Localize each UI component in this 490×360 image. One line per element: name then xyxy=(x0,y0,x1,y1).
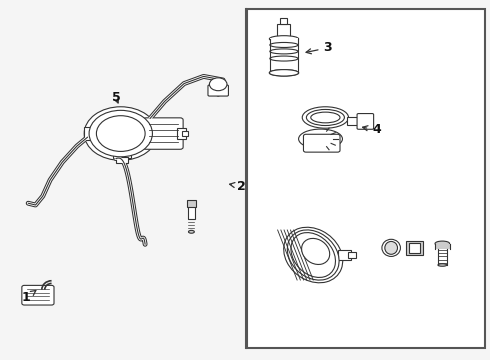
FancyBboxPatch shape xyxy=(208,85,228,96)
Ellipse shape xyxy=(270,69,298,76)
Bar xyxy=(270,38,298,73)
Bar xyxy=(338,249,351,260)
Ellipse shape xyxy=(435,241,450,246)
Bar xyxy=(114,152,130,158)
Circle shape xyxy=(89,111,152,157)
FancyBboxPatch shape xyxy=(357,113,374,129)
Ellipse shape xyxy=(284,227,343,283)
Ellipse shape xyxy=(382,239,400,256)
Circle shape xyxy=(84,107,157,160)
Bar xyxy=(188,206,196,219)
Bar xyxy=(116,157,127,163)
Bar xyxy=(84,127,97,140)
Bar xyxy=(182,131,188,136)
FancyBboxPatch shape xyxy=(143,118,183,149)
Bar xyxy=(435,244,450,249)
FancyBboxPatch shape xyxy=(22,285,54,305)
Bar xyxy=(409,243,420,252)
Ellipse shape xyxy=(306,109,344,126)
Circle shape xyxy=(209,78,227,91)
Bar xyxy=(406,241,423,255)
Bar xyxy=(280,18,287,24)
Text: 1: 1 xyxy=(22,291,36,305)
Text: 2: 2 xyxy=(230,180,245,193)
Ellipse shape xyxy=(287,230,339,280)
Ellipse shape xyxy=(385,242,397,254)
Bar xyxy=(277,24,290,39)
Ellipse shape xyxy=(311,112,340,123)
Text: 4: 4 xyxy=(363,123,381,136)
Ellipse shape xyxy=(302,107,348,128)
Text: 5: 5 xyxy=(112,91,120,104)
Bar xyxy=(348,252,356,258)
Bar xyxy=(347,117,362,125)
Ellipse shape xyxy=(189,230,195,233)
FancyBboxPatch shape xyxy=(247,9,485,348)
FancyBboxPatch shape xyxy=(303,134,340,152)
Bar xyxy=(187,200,196,207)
Ellipse shape xyxy=(291,233,336,278)
Ellipse shape xyxy=(438,264,447,266)
Bar xyxy=(177,128,186,139)
Ellipse shape xyxy=(270,69,298,76)
Text: 3: 3 xyxy=(306,41,332,54)
Ellipse shape xyxy=(301,238,330,265)
Ellipse shape xyxy=(270,36,298,42)
Circle shape xyxy=(97,116,145,152)
Ellipse shape xyxy=(298,129,343,149)
